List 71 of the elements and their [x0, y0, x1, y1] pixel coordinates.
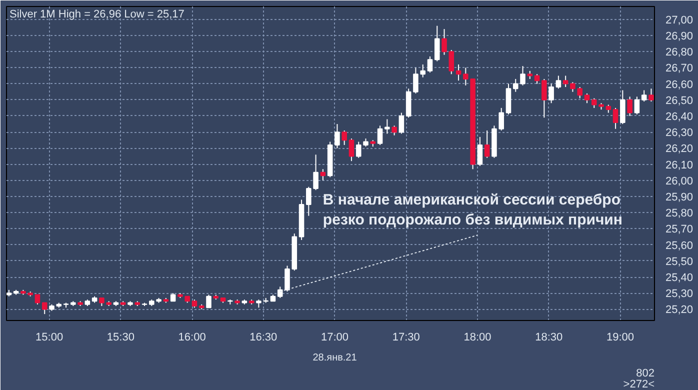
candlestick	[570, 82, 576, 92]
candlestick	[641, 90, 647, 102]
candlestick	[206, 294, 212, 308]
y-tick-label: 26,10	[666, 159, 694, 172]
x-tick-label: 17:30	[392, 332, 420, 344]
y-tick-label: 25,80	[666, 208, 694, 220]
candlestick	[384, 118, 390, 134]
candlestick	[612, 107, 618, 130]
text: 28.янв.21	[312, 352, 358, 364]
y-tick-label: 26,20	[666, 143, 694, 156]
y-tick-label: 26,40	[666, 110, 694, 123]
candlestick	[356, 141, 362, 158]
candlestick	[620, 90, 626, 125]
candlestick	[456, 64, 462, 82]
candlestick	[562, 75, 568, 88]
annotation: В начале американской сессии серебро резко подорожало без видимых причин	[322, 191, 622, 229]
candlestick	[556, 75, 562, 90]
candlestick	[512, 78, 518, 92]
candlestick	[591, 98, 597, 108]
candlestick	[484, 130, 490, 158]
x-tick-label: 16:30	[250, 332, 278, 344]
x-tick-label: 17:00	[321, 332, 349, 344]
y-tick-label: 25,40	[666, 272, 694, 284]
y-tick-label: 26,50	[666, 94, 694, 107]
y-tick-label: 26,90	[666, 30, 694, 42]
x-tick-label: 15:30	[106, 332, 134, 344]
x-tick-label: 19:00	[606, 332, 634, 344]
candlestick	[348, 138, 354, 162]
candlestick	[334, 124, 340, 149]
candlestick	[584, 92, 590, 104]
text: >272<	[623, 378, 654, 390]
y-tick-label: 26,60	[666, 78, 694, 91]
candlestick	[448, 49, 454, 75]
y-tick-label: 26,30	[666, 127, 694, 140]
candlestick	[398, 112, 404, 134]
chart-title: Silver 1M High = 26,96 Low = 25,17	[10, 8, 184, 20]
x-tick-label: 18:30	[535, 332, 563, 344]
candlestick	[320, 168, 326, 181]
candlestick	[498, 107, 504, 131]
x-tick-label: 18:00	[464, 332, 492, 344]
candlestick	[434, 25, 440, 62]
y-tick-label: 25,20	[666, 304, 694, 316]
candlestick	[427, 56, 433, 74]
y-tick-label: 27,00	[666, 14, 694, 26]
y-tick-label: 26,70	[666, 62, 694, 75]
candlestick	[277, 286, 283, 298]
candlestick	[463, 67, 468, 86]
text: 802	[636, 368, 655, 380]
y-tick-label: 25,90	[666, 192, 694, 204]
candlestick	[577, 86, 582, 99]
candlestick	[413, 67, 418, 94]
candlestick	[548, 83, 554, 104]
candlestick	[306, 186, 312, 216]
candlestick	[648, 88, 654, 102]
candlestick	[520, 66, 526, 86]
x-tick-label: 15:00	[36, 332, 64, 344]
y-tick-label: 25,60	[666, 240, 694, 252]
y-tick-label: 25,70	[666, 224, 694, 236]
candlestick	[534, 74, 540, 84]
y-tick-label: 26,00	[666, 175, 694, 188]
candlestick	[420, 64, 426, 78]
candlestick	[284, 265, 290, 292]
y-tick-label: 25,30	[666, 288, 694, 300]
candlestick	[313, 154, 318, 191]
candlestick	[34, 294, 40, 305]
candlestick	[477, 136, 483, 166]
candlestick	[377, 125, 383, 146]
y-tick-label: 25,50	[666, 256, 694, 268]
y-tick-label: 26,80	[666, 46, 694, 59]
candlestick	[634, 96, 640, 115]
x-tick-label: 16:00	[178, 332, 206, 344]
